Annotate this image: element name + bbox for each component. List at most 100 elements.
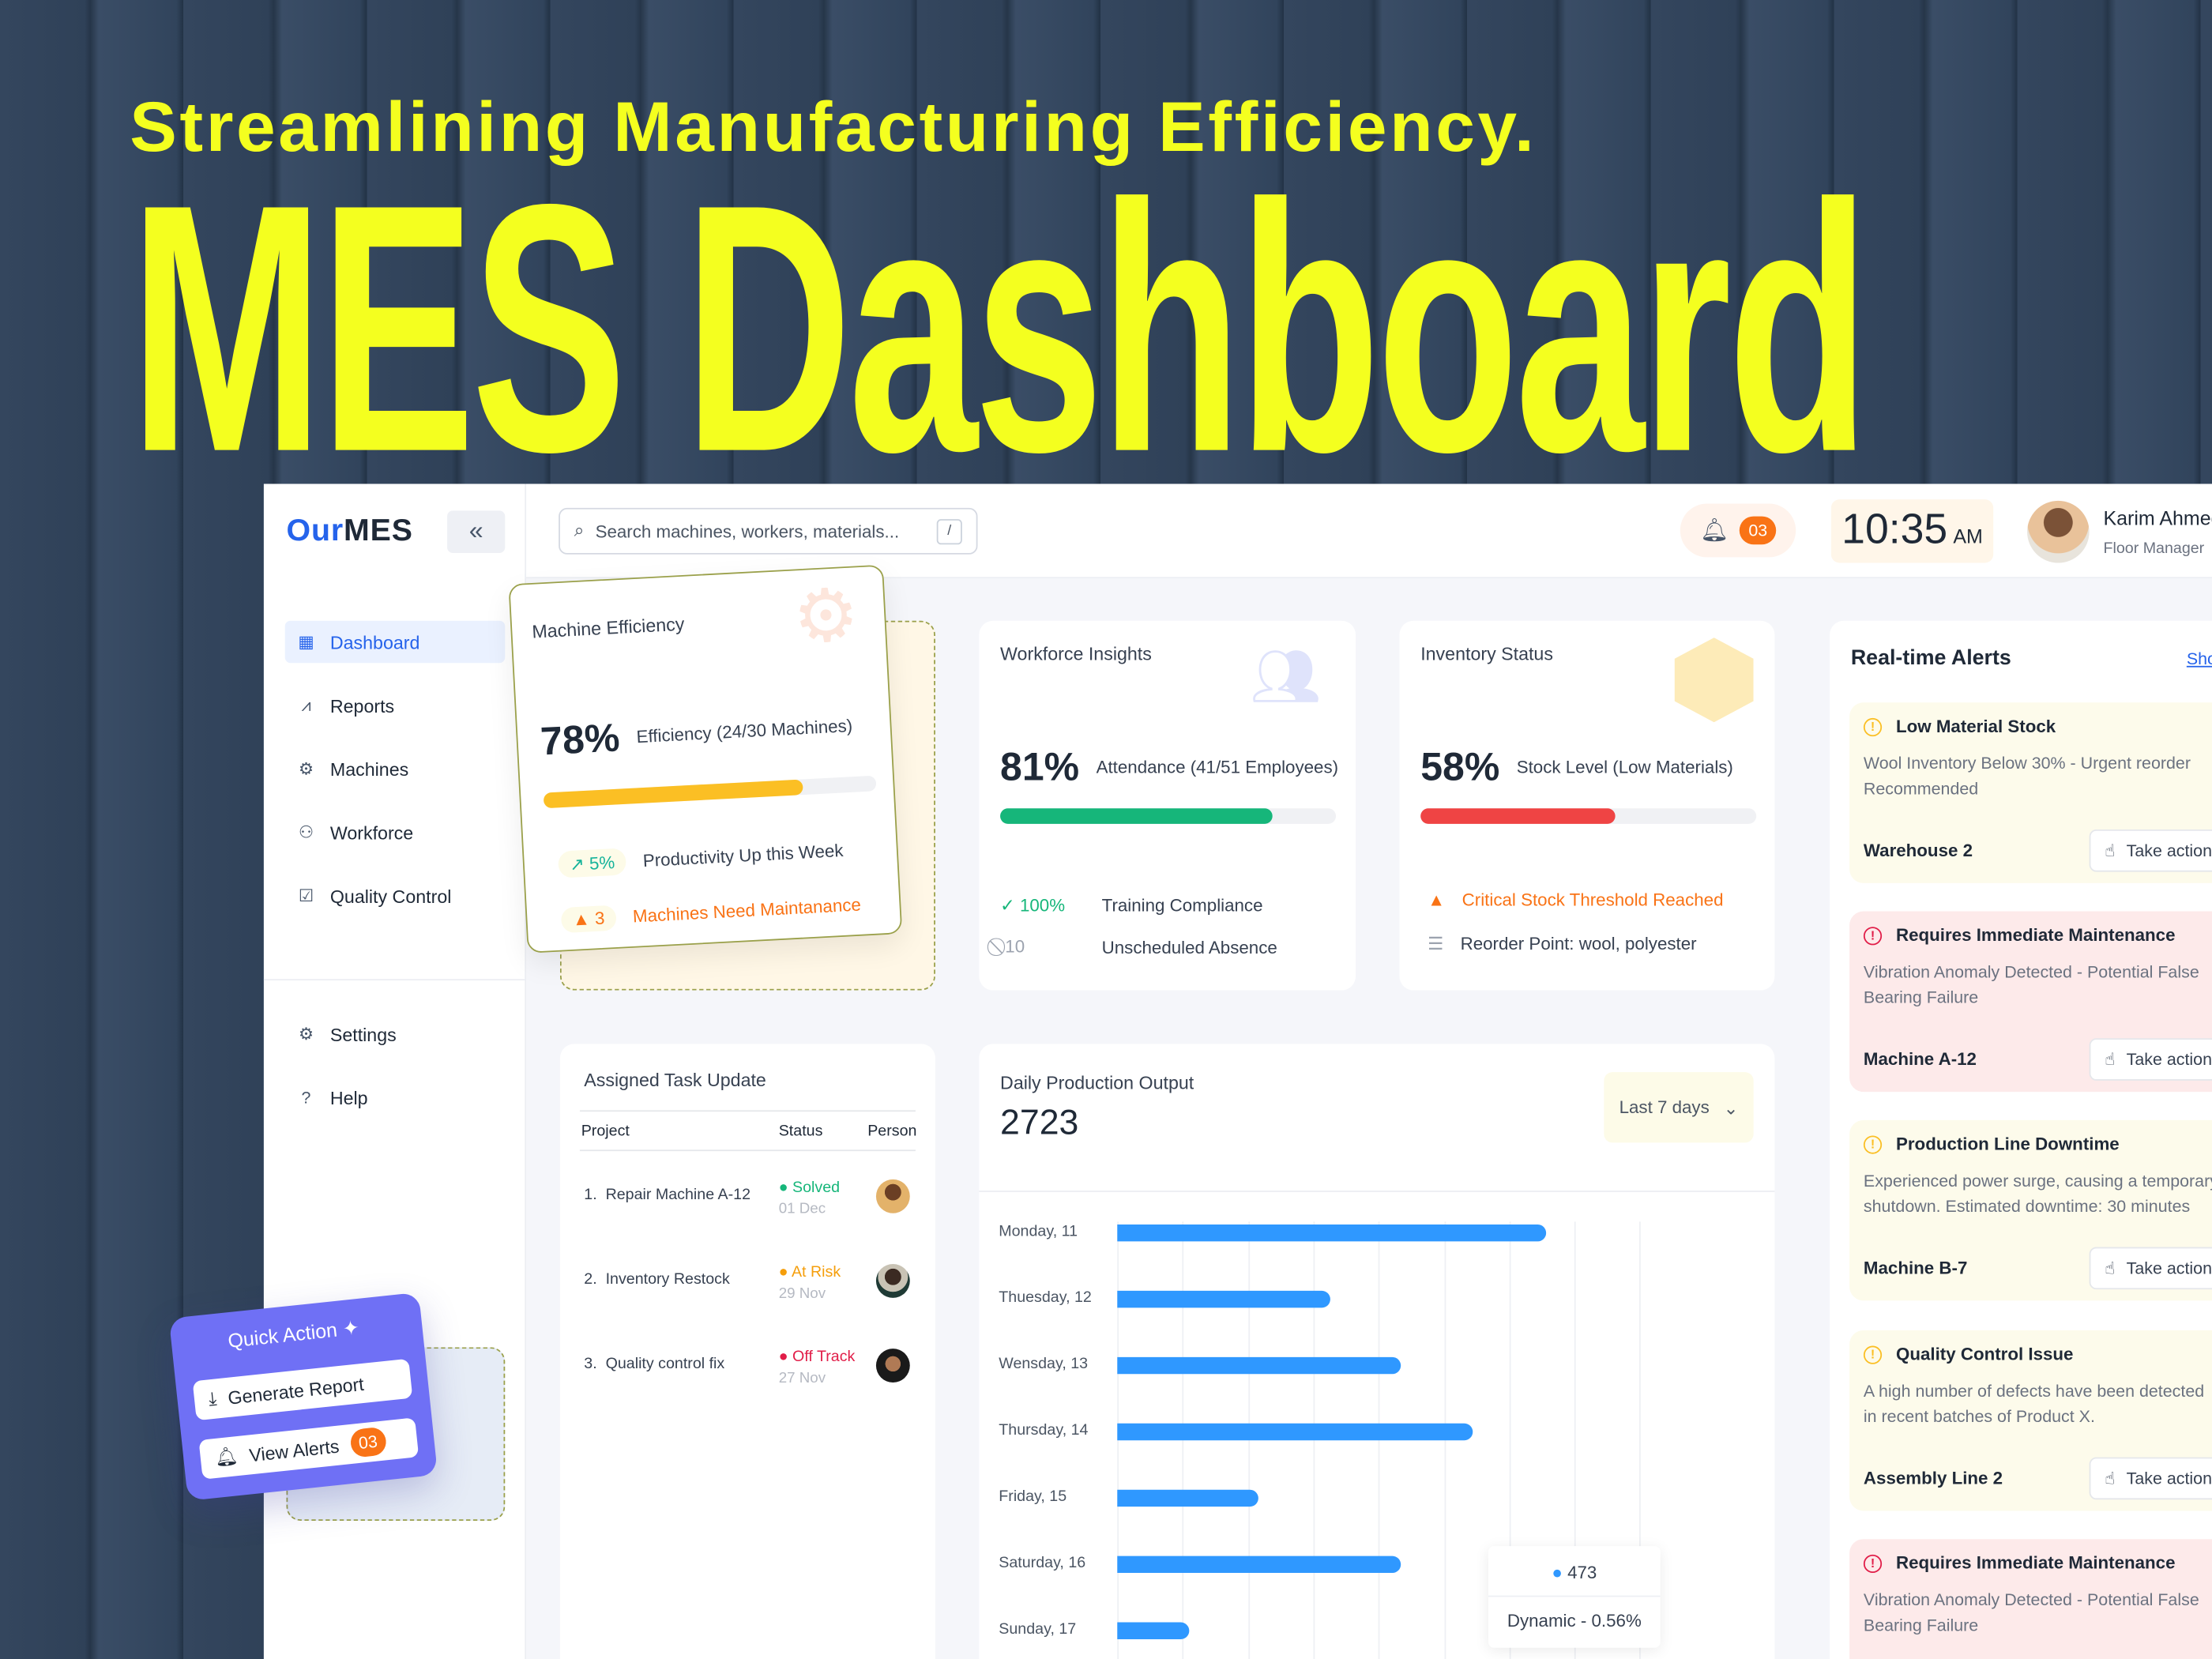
- alert-title: Requires Immediate Maintenance: [1895, 1553, 2176, 1574]
- grid-icon: ▦: [298, 631, 314, 652]
- search-input[interactable]: ⌕ Search machines, workers, materials... /: [559, 507, 978, 555]
- alerts-panel: Real-time Alerts Show all ! Low Material …: [1830, 620, 2212, 1659]
- sidebar-item-settings[interactable]: ⚙ Settings: [285, 1013, 506, 1055]
- alert-description: Recommended: [1863, 778, 1979, 799]
- bar-label: Saturday, 16: [999, 1554, 1086, 1572]
- take-action-button[interactable]: ☝︎ Take action: [2089, 1247, 2212, 1290]
- bar[interactable]: [1117, 1556, 1401, 1574]
- download-icon: ⤓: [207, 1387, 218, 1409]
- task-status: ● At Risk: [778, 1263, 841, 1281]
- alert-item: ! Quality Control Issue A high number of …: [1849, 1330, 2212, 1511]
- alert-icon: !: [1863, 717, 1883, 736]
- logo[interactable]: OurMES: [286, 512, 412, 548]
- search-icon: ⌕: [574, 520, 585, 540]
- search-placeholder: Search machines, workers, materials...: [595, 521, 900, 541]
- chart-total: 2723: [1000, 1103, 1079, 1143]
- collapse-sidebar-button[interactable]: «: [447, 510, 506, 553]
- avatar[interactable]: [2027, 500, 2090, 563]
- trend-badge: ↗ 5%: [557, 848, 627, 878]
- warning-icon: ▲: [1428, 890, 1446, 910]
- gridline: [1639, 1221, 1642, 1659]
- progress-fill: [1420, 808, 1616, 824]
- bar[interactable]: [1117, 1356, 1401, 1375]
- alert-title: Requires Immediate Maintenance: [1895, 925, 2176, 946]
- take-action-button[interactable]: ☝︎ Take action: [2089, 1457, 2212, 1500]
- table-row[interactable]: 2. Inventory Restock ● At Risk 29 Nov: [580, 1263, 919, 1320]
- column-status: Status: [778, 1123, 823, 1140]
- bar[interactable]: [1117, 1622, 1190, 1639]
- alert-icon: !: [1863, 1134, 1883, 1153]
- alert-description: in recent batches of Product X.: [1863, 1406, 2095, 1427]
- sidebar-item-help[interactable]: ? Help: [285, 1076, 506, 1119]
- hero-title: MES Dashboard: [130, 131, 1870, 525]
- workforce-card[interactable]: Workforce Insights 👥︎ 81% Attendance (41/…: [979, 620, 1356, 991]
- machine-icon: ⚙: [298, 758, 314, 779]
- quick-action-title: Quick Action ✦: [227, 1315, 360, 1352]
- sidebar-item-reports[interactable]: ⩘ Reports: [285, 684, 506, 727]
- gridline: [1574, 1221, 1576, 1659]
- efficiency-progress: [543, 775, 877, 809]
- chart-title: Daily Production Output: [1000, 1072, 1194, 1093]
- take-action-label: Take action: [2126, 1258, 2212, 1278]
- bar-label: Monday, 11: [999, 1223, 1078, 1240]
- trend-label: Productivity Up this Week: [642, 840, 845, 871]
- alert-location: Assembly Line 2: [1863, 1468, 2003, 1488]
- table-row[interactable]: 3. Quality control fix ● Off Track 27 No…: [580, 1349, 919, 1405]
- shortcut-hint: /: [936, 518, 962, 544]
- view-alerts-label: View Alerts: [247, 1435, 340, 1465]
- task-project: 3. Quality control fix: [584, 1356, 725, 1373]
- alert-item: ! Production Line Downtime Experienced po…: [1849, 1119, 2212, 1301]
- bell-icon: 🔔︎: [1700, 519, 1729, 544]
- task-project: 2. Inventory Restock: [584, 1270, 730, 1288]
- gear-icon: ⚙: [791, 574, 861, 660]
- maintenance-badge: ▲ 3: [560, 905, 617, 934]
- inventory-card[interactable]: Inventory Status 58% Stock Level (Low Mat…: [1399, 620, 1775, 991]
- bar-label: Sunday, 17: [999, 1620, 1077, 1638]
- task-date: 01 Dec: [778, 1200, 826, 1218]
- range-value: Last 7 days: [1619, 1097, 1710, 1118]
- bar-label: Wensday, 13: [999, 1356, 1089, 1373]
- reorder-label: Reorder Point: wool, polyester: [1460, 933, 1697, 954]
- attendance-label: Attendance (41/51 Employees): [1096, 757, 1339, 777]
- notifications-button[interactable]: 🔔︎ 03: [1680, 503, 1796, 558]
- alert-title: Low Material Stock: [1895, 717, 2056, 737]
- alert-item: ! Low Material Stock Wool Inventory Below…: [1849, 702, 2212, 883]
- bar[interactable]: [1117, 1290, 1331, 1308]
- take-action-button[interactable]: ☝︎ Take action: [2089, 1038, 2212, 1081]
- alert-description: Bearing Failure: [1863, 1615, 1979, 1635]
- bar[interactable]: [1117, 1224, 1547, 1242]
- users-icon: 👥︎: [1250, 645, 1322, 709]
- training-stat: ✓ 100%: [1000, 895, 1066, 916]
- table-row[interactable]: 1. Repair Machine A-12 ● Solved 01 Dec: [580, 1179, 919, 1236]
- generate-report-button[interactable]: ⤓ Generate Report: [192, 1358, 413, 1421]
- alert-icon: !: [1863, 1345, 1883, 1364]
- sidebar-item-quality-control[interactable]: ☑ Quality Control: [285, 875, 506, 917]
- sidebar-item-dashboard[interactable]: ▦ Dashboard: [284, 620, 506, 664]
- card-title: Workforce Insights: [1000, 643, 1152, 665]
- clock-ampm: AM: [1953, 525, 1983, 547]
- avatar: [875, 1349, 910, 1382]
- take-action-button[interactable]: ☝︎ Take action: [2089, 829, 2212, 872]
- alert-description: Wool Inventory Below 30% - Urgent reorde…: [1863, 753, 2191, 773]
- generate-report-label: Generate Report: [227, 1372, 365, 1409]
- bar[interactable]: [1117, 1489, 1258, 1507]
- sidebar-item-label: Dashboard: [329, 631, 420, 653]
- sidebar-item-label: Settings: [329, 1023, 397, 1045]
- efficiency-label: Efficiency (24/30 Machines): [636, 716, 853, 747]
- maintenance-label: Machines Need Maintanance: [632, 894, 862, 927]
- bar-label: Thursday, 14: [999, 1421, 1089, 1439]
- alert-description: Vibration Anomaly Detected - Potential F…: [1863, 1589, 2199, 1610]
- notification-count: 03: [1740, 516, 1776, 545]
- quality-icon: ☑: [298, 886, 314, 906]
- sidebar-item-machines[interactable]: ⚙ Machines: [285, 747, 506, 790]
- avatar: [875, 1263, 910, 1298]
- bar[interactable]: [1117, 1423, 1473, 1441]
- machine-efficiency-card[interactable]: Machine Efficiency ⚙ 78% Efficiency (24/3…: [508, 564, 903, 954]
- show-all-link[interactable]: Show all: [2186, 649, 2212, 669]
- take-action-label: Take action: [2126, 1049, 2212, 1070]
- alert-title: Production Line Downtime: [1895, 1134, 2120, 1154]
- sidebar-item-workforce[interactable]: ⚇ Workforce: [285, 811, 506, 854]
- hand-pointer-icon: ☝︎: [2105, 1258, 2116, 1278]
- range-dropdown[interactable]: Last 7 days ⌄: [1604, 1072, 1754, 1143]
- view-alerts-button[interactable]: 🔔︎ View Alerts 03: [198, 1417, 419, 1480]
